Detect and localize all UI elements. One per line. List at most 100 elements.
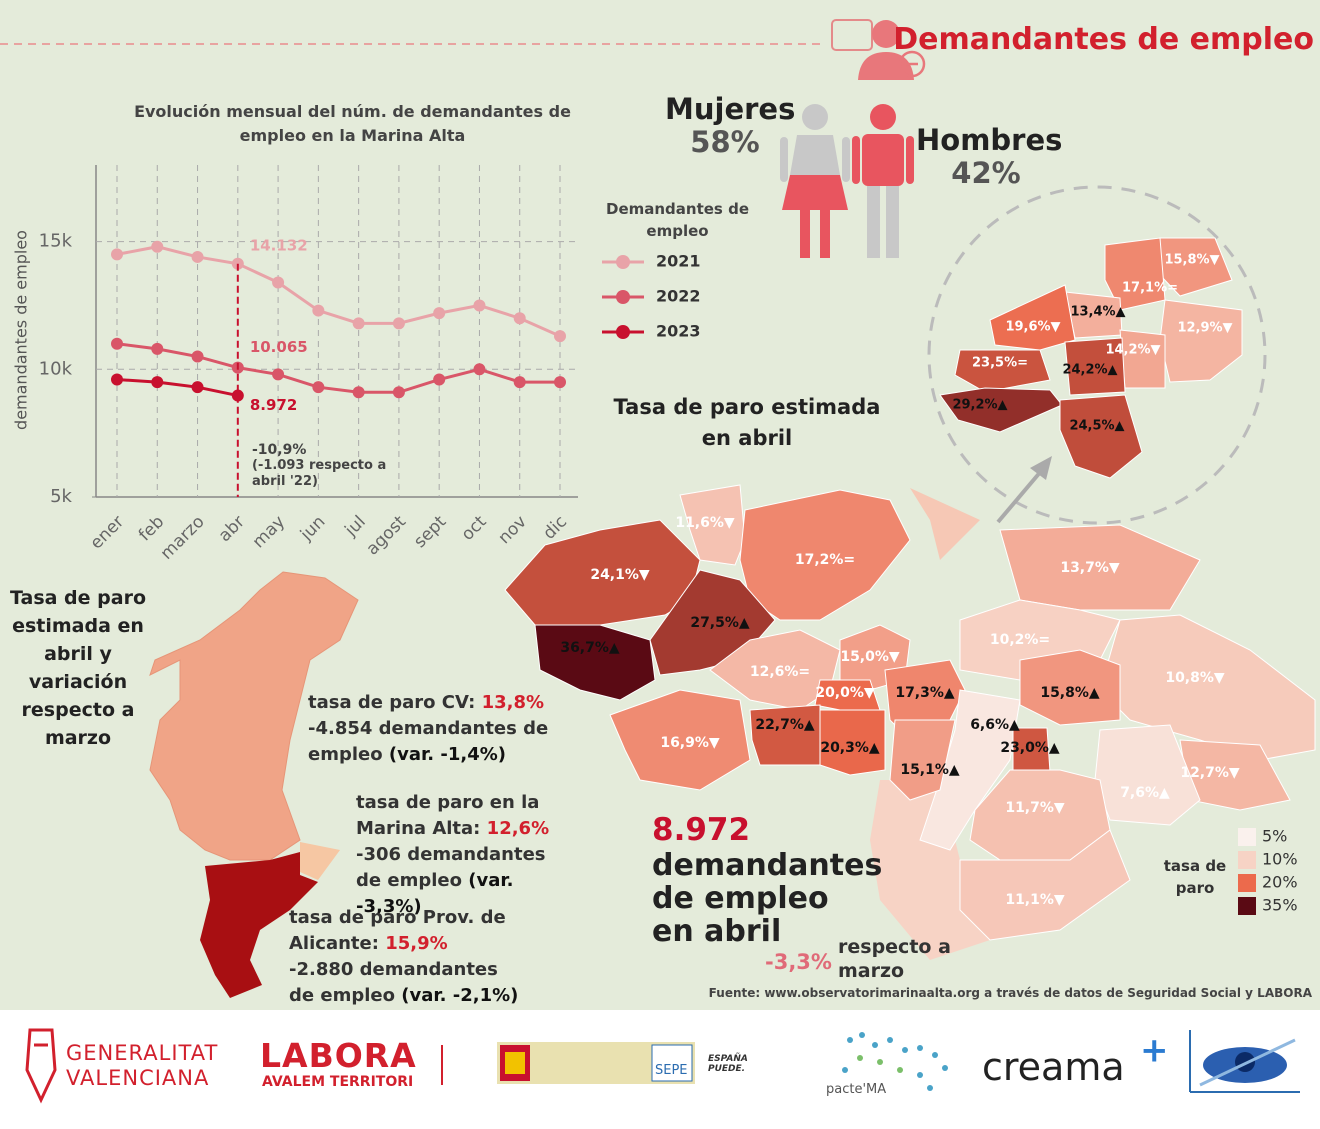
data-point bbox=[433, 307, 446, 320]
region-map-title: Tasa de paro estimada en abril y variaci… bbox=[9, 587, 147, 749]
legend-label: 35% bbox=[1262, 896, 1298, 915]
note-rate: 12,6% bbox=[486, 818, 550, 839]
gender-figures bbox=[780, 104, 914, 258]
legend-label: 5% bbox=[1262, 827, 1287, 846]
data-label: 8.972 bbox=[250, 396, 297, 414]
map-region bbox=[1019, 649, 1121, 726]
creama-plus: + bbox=[1140, 1031, 1169, 1071]
data-point bbox=[151, 342, 164, 355]
series-line bbox=[116, 378, 239, 398]
annotation-line: abril '22) bbox=[252, 474, 318, 489]
data-point bbox=[151, 240, 164, 253]
data-point bbox=[151, 376, 164, 389]
note-detail: -4.854 demandantes de empleo bbox=[308, 718, 549, 765]
map-region bbox=[1059, 394, 1143, 479]
note-label: tasa de paro Prov. de Alicante: bbox=[289, 907, 506, 954]
pacte-logo-text: pacte'MA bbox=[826, 1082, 887, 1097]
region-label: 11,7%▼ bbox=[1005, 800, 1065, 816]
map-region bbox=[889, 719, 956, 801]
header-title: Demandantes de empleo bbox=[893, 22, 1314, 57]
x-tick-label: jul bbox=[341, 512, 370, 541]
labora-logo: LABORA bbox=[260, 1036, 417, 1075]
coast-strips bbox=[870, 488, 990, 960]
note-var: (var. -2,1%) bbox=[401, 985, 519, 1006]
map-region bbox=[989, 284, 1076, 351]
region-label: 27,5%▲ bbox=[690, 615, 750, 631]
data-point bbox=[191, 381, 204, 394]
legend-marker bbox=[616, 290, 630, 304]
region-label: 14,2%▼ bbox=[1105, 343, 1160, 358]
annotation-line: -10,9% bbox=[252, 442, 307, 458]
gva-crest bbox=[25, 1028, 57, 1104]
region-label: 15,8%▲ bbox=[1040, 685, 1100, 701]
data-point bbox=[272, 368, 285, 381]
data-point bbox=[554, 376, 566, 389]
data-point bbox=[513, 312, 526, 325]
region-label: 7,6%▲ bbox=[1120, 785, 1170, 801]
data-point bbox=[312, 381, 325, 394]
sepe-logo: SEPE bbox=[655, 1063, 688, 1078]
note-label: tasa de paro en la Marina Alta: bbox=[356, 792, 540, 839]
data-point bbox=[312, 304, 325, 317]
summary-text: demandantes de empleo en abril bbox=[652, 848, 883, 949]
legend-swatch bbox=[1238, 851, 1256, 869]
y-tick-label: 10k bbox=[39, 358, 73, 379]
y-tick-label: 5k bbox=[50, 486, 72, 507]
region-note: tasa de paro CV: 13,8% -4.854 demandante… bbox=[308, 690, 553, 768]
legend-swatch bbox=[1238, 874, 1256, 892]
region-outline-map bbox=[149, 571, 359, 998]
women-share: 58% bbox=[690, 125, 760, 159]
y-axis-label: demandantes de empleo bbox=[12, 230, 31, 430]
region-label: 13,7%▼ bbox=[1060, 560, 1120, 576]
region-label: 13,4%▲ bbox=[1070, 305, 1125, 320]
labora-sub: AVALEM TERRITORI bbox=[262, 1074, 414, 1090]
legend-marker bbox=[616, 325, 630, 339]
region-label: 20,0%▼ bbox=[815, 685, 875, 701]
data-point bbox=[554, 330, 566, 343]
map-region bbox=[749, 704, 821, 766]
region-label: 10,8%▼ bbox=[1165, 670, 1225, 686]
region-label: 12,9%▼ bbox=[1177, 321, 1232, 336]
legend-label: 2021 bbox=[656, 252, 701, 271]
x-tick-label: nov bbox=[495, 512, 531, 548]
note-label: tasa de paro CV: bbox=[308, 692, 476, 713]
region-label: 20,3%▲ bbox=[820, 740, 880, 756]
region-label: 19,6%▼ bbox=[1005, 320, 1060, 335]
region-label: 12,7%▼ bbox=[1180, 765, 1240, 781]
eye-logo bbox=[1189, 1030, 1300, 1093]
annotation-line: (-1.093 respecto a bbox=[252, 458, 387, 473]
region-label: 24,5%▲ bbox=[1069, 419, 1124, 434]
note-rate: 13,8% bbox=[481, 692, 545, 713]
map-region bbox=[1119, 329, 1166, 389]
note-var: (var. -3,3%) bbox=[356, 870, 514, 917]
data-point bbox=[111, 337, 123, 350]
data-point bbox=[473, 363, 486, 376]
x-tick-label: ener bbox=[87, 512, 129, 554]
data-label: 10.065 bbox=[250, 338, 308, 356]
inset-title: Tasa de paro estimada en abril bbox=[613, 395, 881, 450]
data-point bbox=[111, 248, 123, 261]
data-point bbox=[111, 373, 123, 386]
inset-circle bbox=[927, 185, 1267, 525]
gov-logo bbox=[497, 1042, 695, 1084]
legend-label: 2022 bbox=[656, 287, 701, 306]
map-region bbox=[679, 484, 746, 566]
summary-change: -3,3% bbox=[765, 950, 832, 974]
data-point bbox=[191, 350, 204, 363]
x-tick-label: sept bbox=[410, 512, 450, 552]
map-region bbox=[919, 689, 1021, 851]
creama-logo: creama bbox=[982, 1045, 1125, 1089]
data-point bbox=[191, 250, 204, 263]
region-label: 22,7%▲ bbox=[755, 717, 815, 733]
region-label: 6,6%▲ bbox=[970, 717, 1020, 733]
map-region bbox=[739, 489, 911, 621]
x-tick-label: marzo bbox=[157, 512, 209, 564]
note-rate: 15,9% bbox=[385, 933, 448, 954]
summary-total: 8.972 bbox=[652, 812, 751, 848]
region-label: 24,1%▼ bbox=[590, 567, 650, 583]
legend-swatch bbox=[1238, 897, 1256, 915]
region-label: 15,0%▼ bbox=[840, 649, 900, 665]
region-label: 29,2%▲ bbox=[952, 398, 1007, 413]
map-legend-title: tasa de paro bbox=[1163, 857, 1227, 897]
